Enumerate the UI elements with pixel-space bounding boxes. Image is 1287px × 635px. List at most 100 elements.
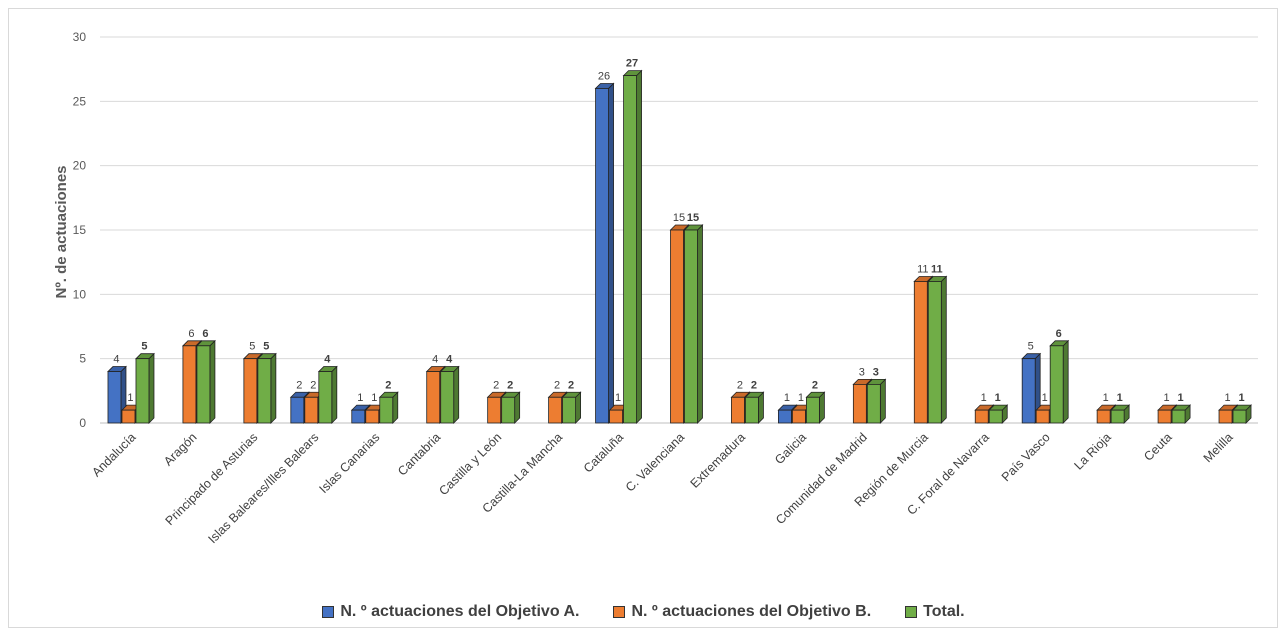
y-axis-ticks: 0 5 10 15 20 25 30	[73, 30, 87, 430]
data-label: 5	[141, 341, 147, 353]
bar-front	[913, 281, 928, 424]
data-label: 2	[737, 379, 743, 391]
bar-front	[1171, 409, 1186, 424]
bar-front	[1232, 409, 1247, 424]
bar-front	[670, 229, 684, 424]
x-category-label: Castilla y León	[436, 430, 504, 498]
data-label: 11	[917, 263, 928, 275]
bar	[256, 352, 277, 424]
bar-front	[318, 371, 333, 424]
bar	[1232, 404, 1252, 424]
y-tick-label: 15	[73, 223, 87, 237]
bar	[852, 378, 873, 424]
legend-item-objetivo-a: N. º actuaciones del Objetivo A.	[322, 603, 579, 621]
bar-side	[636, 69, 642, 424]
data-label: 2	[507, 379, 513, 391]
bar	[622, 69, 643, 424]
bar	[927, 275, 948, 424]
x-category-label: Islas Canarias	[316, 430, 382, 496]
bar-front	[777, 409, 792, 424]
bar	[744, 391, 765, 424]
bar-front	[684, 229, 698, 424]
bar	[195, 339, 216, 424]
data-label: 4	[446, 354, 453, 366]
y-axis-title: Nº. de actuaciones	[53, 165, 70, 298]
legend-swatch-objetivo-a	[322, 606, 335, 618]
data-label: 1	[127, 392, 133, 404]
data-label: 1	[371, 392, 377, 404]
bar-side	[940, 275, 947, 424]
bar-front	[623, 75, 637, 424]
bar	[1021, 352, 1042, 424]
bar-front	[243, 358, 258, 424]
bar-front	[562, 396, 577, 424]
bar-front	[1035, 409, 1050, 424]
bar-front	[426, 371, 441, 424]
bar-front	[1157, 409, 1172, 424]
data-label: 6	[1056, 328, 1062, 340]
data-label: 2	[385, 379, 391, 391]
bar	[500, 391, 521, 424]
data-label: 27	[626, 58, 638, 70]
data-label: 1	[1238, 392, 1244, 404]
bar-front	[351, 409, 366, 424]
data-label: 1	[357, 392, 363, 404]
bar	[608, 404, 629, 424]
legend-label-objetivo-a: N. º actuaciones del Objetivo A.	[340, 603, 580, 620]
bar	[439, 365, 460, 424]
data-label: 1	[1224, 392, 1230, 404]
x-category-label: C. Valenciana	[623, 430, 687, 494]
bar	[988, 404, 1009, 424]
data-label: 2	[568, 379, 574, 391]
x-category-label: Aragón	[161, 430, 199, 468]
legend-swatch-total	[905, 606, 918, 618]
x-category-label: Galicia	[772, 430, 809, 467]
data-label: 5	[263, 341, 269, 353]
x-category-label: Ceuta	[1141, 430, 1175, 464]
data-label: 5	[1028, 341, 1034, 353]
bar-front	[609, 409, 623, 424]
bar	[1110, 404, 1131, 424]
data-label: 6	[202, 328, 208, 340]
bar-front	[988, 409, 1003, 424]
data-label: 2	[310, 379, 316, 391]
bar-front	[791, 409, 806, 424]
data-label: 6	[188, 328, 194, 340]
bar-front	[1049, 345, 1064, 424]
bar-front	[121, 409, 136, 424]
bar-front	[196, 345, 211, 424]
data-label: 4	[113, 354, 119, 366]
data-label: 1	[1042, 392, 1048, 404]
data-label: 3	[873, 366, 879, 378]
legend-label-total: Total.	[923, 603, 965, 620]
data-label: 1	[1164, 392, 1170, 404]
data-label: 1	[1103, 392, 1109, 404]
legend-label-objetivo-b: N. º actuaciones del Objetivo B.	[631, 603, 872, 620]
legend-item-objetivo-b: N. º actuaciones del Objetivo B.	[613, 603, 871, 621]
bar-front	[805, 396, 820, 424]
data-label: 2	[493, 379, 499, 391]
bar-side	[148, 352, 155, 424]
data-label: 1	[798, 392, 804, 404]
bar-front	[487, 396, 502, 424]
bar-side	[270, 352, 277, 424]
data-label: 4	[324, 354, 331, 366]
data-label: 15	[673, 212, 685, 224]
data-label: 5	[249, 341, 255, 353]
data-label: 11	[931, 263, 943, 275]
bar-front	[290, 396, 305, 424]
data-label: 26	[598, 70, 610, 82]
bar-front	[1096, 409, 1111, 424]
bar	[378, 391, 399, 424]
bar-front	[974, 409, 989, 424]
bar-front	[440, 371, 455, 424]
y-tick-label: 0	[79, 416, 86, 430]
bar	[317, 365, 338, 424]
bar	[1049, 339, 1070, 424]
x-category-label: Cantabria	[395, 430, 443, 478]
bar-side	[697, 224, 703, 424]
bar-side	[1062, 339, 1069, 424]
x-category-label: La Rioja	[1071, 430, 1113, 472]
